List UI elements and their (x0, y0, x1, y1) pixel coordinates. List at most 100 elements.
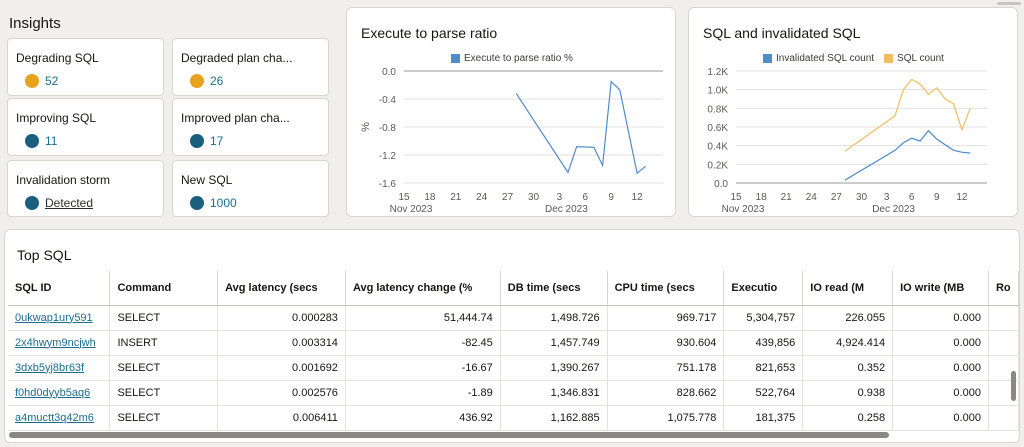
sql-invalidated-panel: SQL and invalidated SQL Invalidated SQL … (688, 7, 1018, 217)
column-header-avg-latency-change[interactable]: Avg latency change (% (345, 271, 501, 306)
table-row[interactable]: 0ukwap1ury591 SELECT 0.000283 51,444.74 1,49… (8, 305, 1019, 331)
table-cell: -82.45 (345, 330, 501, 356)
table-cell (988, 305, 1019, 331)
status-dot-icon (25, 74, 39, 88)
horizontal-scrollbar[interactable] (9, 432, 889, 438)
insight-card-label: Improved plan cha... (181, 111, 290, 125)
insight-card-value[interactable]: 1000 (210, 196, 237, 210)
insight-card-new-sql[interactable]: New SQL 1000 (172, 160, 329, 217)
sql-id-link[interactable]: a4muctt3q42m6 (15, 411, 94, 424)
chart-legend[interactable]: Execute to parse ratio % (451, 53, 573, 64)
table-cell: 0.000 (892, 305, 989, 331)
insight-card-improving-sql[interactable]: Improving SQL 11 (7, 98, 164, 156)
column-header-io-write[interactable]: IO write (MB (892, 271, 989, 306)
x-tick-label: 3 (557, 192, 563, 203)
x-group-label: Dec 2023 (872, 204, 915, 215)
table-cell: INSERT (109, 330, 219, 356)
chart-title: Execute to parse ratio (361, 25, 498, 41)
status-dot-icon (190, 134, 204, 148)
y-tick-label: 0.8K (707, 104, 728, 115)
status-dot-icon (190, 74, 204, 88)
column-header-sql-id[interactable]: SQL ID (8, 271, 111, 306)
table-row[interactable]: a4muctt3q42m6 SELECT 0.006411 436.92 1,162.8… (8, 405, 1019, 431)
table-cell: 1,162.885 (500, 405, 608, 431)
table-cell: 0.938 (802, 380, 894, 406)
insight-card-value[interactable]: 11 (45, 134, 58, 148)
table-cell: 51,444.74 (345, 305, 501, 331)
table-cell: 5,304,757 (723, 305, 804, 331)
x-tick-label: 30 (856, 192, 868, 203)
x-tick-label: 12 (632, 192, 644, 203)
x-tick-label: 18 (756, 192, 768, 203)
table-cell: SELECT (109, 380, 219, 406)
sql-id-link[interactable]: f0hd0dyyb5aq6 (15, 386, 91, 399)
column-header-rows[interactable]: Ro (988, 271, 1019, 306)
table-cell: 1,075.778 (607, 405, 725, 431)
insight-card-value[interactable]: 17 (210, 134, 224, 148)
table-cell: 181,375 (723, 405, 804, 431)
y-tick-label: 0.0 (714, 179, 728, 190)
x-tick-label: 30 (528, 192, 540, 203)
table-cell: 436.92 (345, 405, 501, 431)
table-cell: 0.000 (892, 355, 989, 381)
legend-swatch-icon (884, 54, 894, 63)
table-row[interactable]: f0hd0dyyb5aq6 SELECT 0.002576 -1.89 1,346.83… (8, 380, 1019, 406)
table-row[interactable]: 3dxb5yj8br63f SELECT 0.001692 -16.67 1,390.2… (8, 355, 1019, 381)
table-header-row: SQL ID Command Avg latency (secs Avg lat… (8, 271, 1019, 306)
column-header-cpu-time[interactable]: CPU time (secs (607, 271, 725, 306)
table-cell: 0.000 (892, 380, 989, 406)
sql-id-cell[interactable]: 2x4hwym9ncjwh (8, 330, 111, 356)
sql-id-cell[interactable]: 0ukwap1ury591 (8, 305, 111, 331)
sql-id-cell[interactable]: f0hd0dyyb5aq6 (8, 380, 111, 406)
execute-to-parse-panel: Execute to parse ratio Execute to parse … (346, 7, 676, 217)
insight-card-value[interactable]: 52 (45, 74, 59, 88)
top-sql-panel: Top SQL SQL ID Command Avg latency (secs… (4, 229, 1020, 443)
y-tick-label: -1.6 (379, 179, 397, 190)
insight-card-degrading-sql[interactable]: Degrading SQL 52 (7, 38, 164, 96)
x-tick-label: 9 (608, 192, 614, 203)
x-tick-label: 15 (730, 192, 742, 203)
top-sql-table: SQL ID Command Avg latency (secs Avg lat… (8, 271, 1019, 431)
insight-card-improved-plan[interactable]: Improved plan cha... 17 (172, 98, 329, 156)
table-cell: 1,346.831 (500, 380, 608, 406)
column-header-io-read[interactable]: IO read (M (802, 271, 894, 306)
table-row[interactable]: 2x4hwym9ncjwh INSERT 0.003314 -82.45 1,457.7… (8, 330, 1019, 356)
table-cell: 1,390.267 (500, 355, 608, 381)
status-dot-icon (25, 196, 39, 210)
table-cell: 522,764 (723, 380, 804, 406)
x-group-label: Dec 2023 (545, 204, 588, 215)
y-tick-label: 0.0 (382, 67, 396, 78)
table-cell: 0.006411 (217, 405, 346, 431)
insight-card-label: New SQL (181, 173, 233, 187)
insight-card-degraded-plan[interactable]: Degraded plan cha... 26 (172, 38, 329, 96)
chart-legend[interactable]: Invalidated SQL count SQL count (763, 53, 944, 64)
sql-id-cell[interactable]: 3dxb5yj8br63f (8, 355, 111, 381)
table-cell: 0.258 (802, 405, 894, 431)
table-cell: 969.717 (607, 305, 725, 331)
sql-id-link[interactable]: 0ukwap1ury591 (15, 311, 93, 324)
insights-title: Insights (9, 15, 61, 32)
x-tick-label: 21 (781, 192, 793, 203)
y-tick-label: 0.4K (707, 142, 728, 153)
x-tick-label: 15 (398, 192, 410, 203)
sql-id-link[interactable]: 3dxb5yj8br63f (15, 361, 85, 374)
table-cell: 439,856 (723, 330, 804, 356)
vertical-scrollbar[interactable] (1011, 371, 1016, 401)
sql-id-link[interactable]: 2x4hwym9ncjwh (15, 336, 96, 349)
table-cell (988, 330, 1019, 356)
column-header-avg-latency[interactable]: Avg latency (secs (217, 271, 346, 306)
table-cell: 1,457.749 (500, 330, 608, 356)
insight-card-value[interactable]: 26 (210, 74, 224, 88)
sql-id-cell[interactable]: a4muctt3q42m6 (8, 405, 111, 431)
insight-card-invalidation-storm[interactable]: Invalidation storm Detected (7, 160, 164, 217)
table-cell: 930.604 (607, 330, 725, 356)
column-header-command[interactable]: Command (109, 271, 219, 306)
x-tick-label: 27 (502, 192, 514, 203)
column-header-db-time[interactable]: DB time (secs (500, 271, 608, 306)
insight-card-value[interactable]: Detected (45, 196, 94, 210)
x-tick-label: 9 (934, 192, 940, 203)
top-sql-title: Top SQL (17, 247, 72, 263)
column-header-executions[interactable]: Executio (723, 271, 804, 306)
table-cell: 0.001692 (217, 355, 346, 381)
y-tick-label: -0.4 (379, 95, 397, 106)
